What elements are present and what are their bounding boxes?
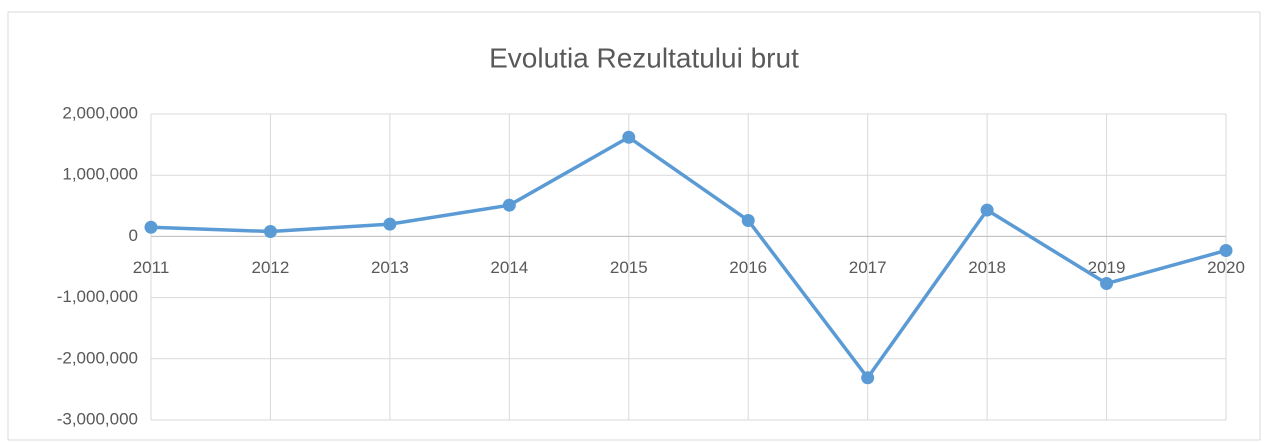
data-point xyxy=(622,130,636,144)
x-tick-label: 2015 xyxy=(610,258,648,277)
x-tick-label: 2013 xyxy=(371,258,409,277)
data-point xyxy=(741,213,755,227)
x-tick-label: 2017 xyxy=(849,258,887,277)
chart-border xyxy=(7,11,1261,441)
y-tick-label: 1,000,000 xyxy=(62,165,138,184)
y-tick-label: -1,000,000 xyxy=(57,287,138,306)
x-tick-label: 2018 xyxy=(968,258,1006,277)
data-point xyxy=(861,371,875,385)
data-point xyxy=(1100,277,1114,291)
x-tick-label: 2016 xyxy=(729,258,767,277)
x-tick-label: 2014 xyxy=(490,258,528,277)
x-tick-label: 2011 xyxy=(133,258,170,277)
series-line xyxy=(150,135,1227,380)
data-point xyxy=(383,217,397,231)
x-tick-label: 2012 xyxy=(252,258,290,277)
x-tick-label: 2019 xyxy=(1088,258,1126,277)
y-tick-label: 0 xyxy=(129,226,138,245)
y-tick-label: 2,000,000 xyxy=(62,103,138,122)
data-point xyxy=(1219,243,1233,257)
chart-title: Evolutia Rezultatului brut xyxy=(489,42,799,73)
y-tick-label: -2,000,000 xyxy=(57,348,138,367)
data-point xyxy=(502,198,516,212)
y-tick-label: -3,000,000 xyxy=(57,409,138,428)
data-point xyxy=(263,225,277,239)
x-tick-label: 2020 xyxy=(1207,258,1245,277)
data-point xyxy=(144,220,158,234)
data-point xyxy=(980,203,994,217)
